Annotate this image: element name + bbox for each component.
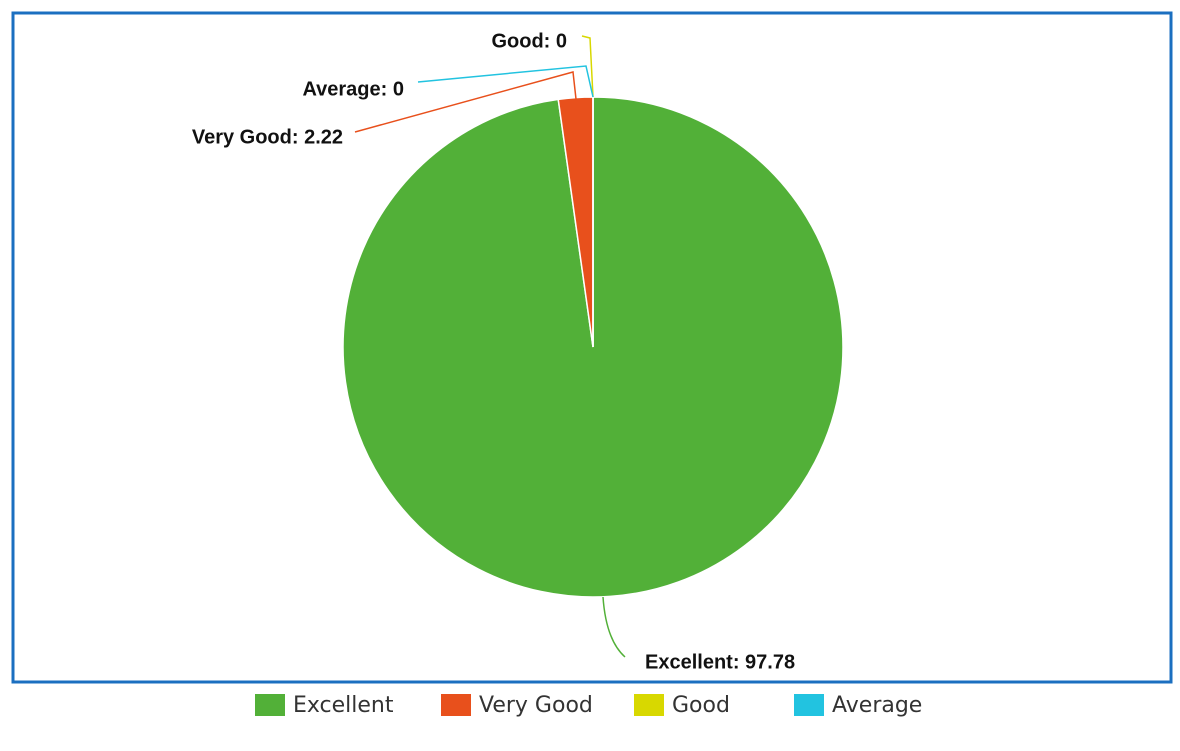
legend-swatch	[634, 694, 664, 716]
leader-line	[354, 71, 577, 133]
leader-line	[602, 596, 626, 658]
legend-label: Very Good	[479, 693, 593, 718]
legend-swatch	[255, 694, 285, 716]
data-label: Good: 0	[491, 30, 567, 52]
data-label: Average: 0	[302, 78, 404, 100]
legend-swatch	[441, 694, 471, 716]
leader-line	[417, 65, 594, 98]
legend-label: Excellent	[293, 693, 394, 718]
data-label: Very Good: 2.22	[192, 126, 343, 148]
data-label: Excellent: 97.78	[645, 651, 795, 673]
legend-label: Good	[672, 693, 730, 718]
legend-swatch	[794, 694, 824, 716]
legend-label: Average	[832, 693, 922, 718]
leader-line	[581, 35, 594, 98]
